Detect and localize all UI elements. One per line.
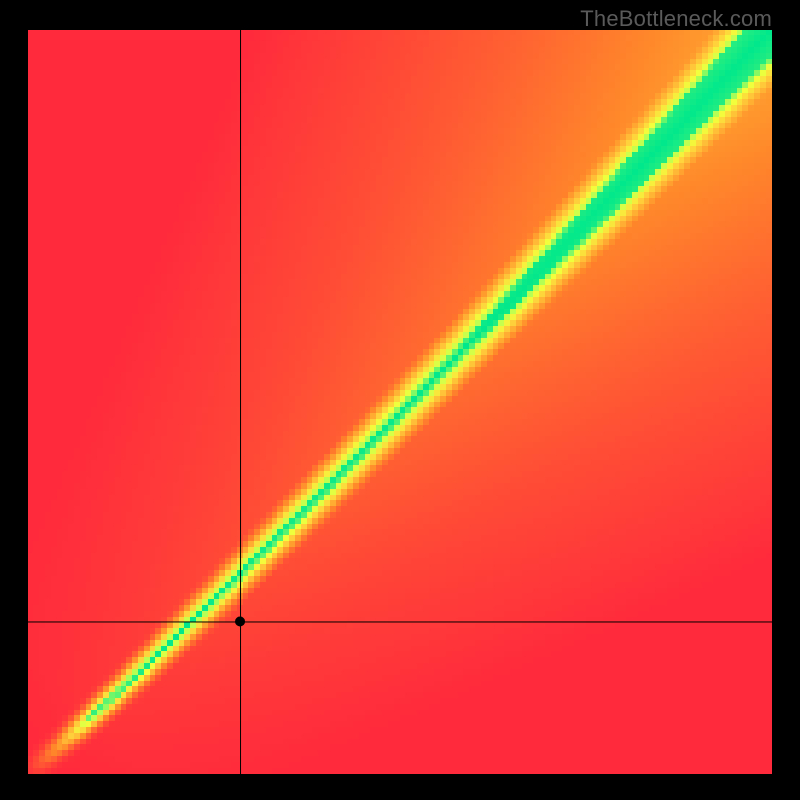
bottleneck-heatmap: [28, 30, 772, 774]
chart-frame: TheBottleneck.com: [0, 0, 800, 800]
plot-area: [28, 30, 772, 774]
watermark-text: TheBottleneck.com: [580, 6, 772, 32]
